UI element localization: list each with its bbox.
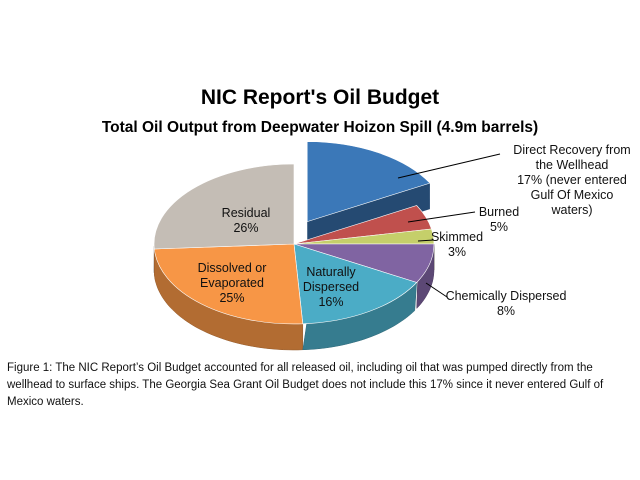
slice-label-line: Dispersed <box>303 280 359 294</box>
pie-slice-naturally-dispersed <box>293 243 418 325</box>
slice-label-skimmed: Skimmed 3% <box>431 230 483 259</box>
pie-slice-residual <box>153 163 295 250</box>
chart-subtitle: Total Oil Output from Deepwater Hoizon S… <box>102 119 538 136</box>
slice-label-line: 5% <box>490 220 508 234</box>
slice-label-line: Skimmed <box>431 230 483 244</box>
slice-label-line: Naturally <box>306 265 356 279</box>
slice-label-chemically-dispersed: Chemically Dispersed 8% <box>446 289 567 318</box>
slice-label-line: Dissolved or <box>198 261 267 275</box>
slice-label-naturally-dispersed: Naturally Dispersed 16% <box>303 265 359 309</box>
slice-label-line: Residual <box>222 206 271 220</box>
leader-line-chemically-dispersed <box>425 282 448 298</box>
leader-line-skimmed <box>417 239 435 242</box>
slice-label-line: 3% <box>448 245 466 259</box>
slice-label-burned: Burned 5% <box>479 205 519 234</box>
slice-label-line: 16% <box>318 295 343 309</box>
slice-label-line: the Wellhead <box>536 158 609 172</box>
slice-label-line: Burned <box>479 205 519 219</box>
chart-title: NIC Report's Oil Budget <box>201 86 439 109</box>
leader-line-burned <box>407 211 476 223</box>
pie-slice-direct-recovery-from-the-wellhead <box>306 141 431 223</box>
leader-line-direct-recovery-from-the-wellhead <box>397 153 501 179</box>
slice-label-line: 25% <box>219 291 244 305</box>
slice-label-line: Gulf Of Mexico <box>531 188 614 202</box>
pie-chart: NIC Report's Oil Budget Total Oil Output… <box>102 86 631 351</box>
slice-label-line: 26% <box>233 221 258 235</box>
slice-label-line: waters) <box>551 203 593 217</box>
slice-label-line: 8% <box>497 304 515 318</box>
slice-label-line: 17% (never entered <box>517 173 627 187</box>
slice-label-line: Chemically Dispersed <box>446 289 567 303</box>
slice-label-dissolved-or-evaporated: Dissolved or Evaporated 25% <box>198 261 267 305</box>
slice-label-direct-recovery-from-the-wellhead: Direct Recovery from the Wellhead 17% (nev… <box>513 143 630 217</box>
slice-label-residual: Residual 26% <box>222 206 271 235</box>
figure-caption: Figure 1: The NIC Report’s Oil Budget ac… <box>7 362 604 408</box>
slice-label-line: Direct Recovery from <box>513 143 630 157</box>
pie-slice-dissolved-or-evaporated <box>153 243 304 325</box>
slice-label-line: Evaporated <box>200 276 264 290</box>
